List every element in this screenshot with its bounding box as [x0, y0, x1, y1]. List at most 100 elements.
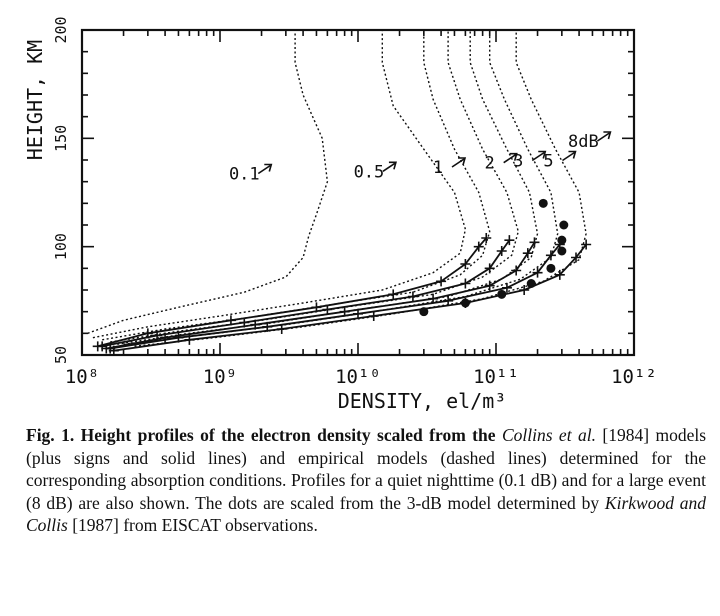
curve-label: 5 — [543, 152, 553, 172]
dashed-profile-1 — [92, 30, 467, 339]
plus-marker — [501, 282, 512, 293]
dots-layer — [419, 198, 569, 317]
curve-labels: 0.1 0.5 1 2 3 5 8dB — [229, 131, 612, 185]
curve-label-arrow — [531, 151, 545, 162]
curve-label-arrow — [382, 162, 396, 172]
dashed-profile-0 — [87, 30, 329, 334]
curve-label: 1 — [433, 158, 443, 178]
y-tick-label: 150 — [52, 125, 70, 152]
plus-marker — [184, 334, 195, 345]
x-tick-label: 10¹⁰ — [335, 366, 381, 388]
plus-marker — [554, 269, 565, 280]
plus-marker — [581, 239, 592, 250]
plus-marker — [311, 302, 322, 313]
plus-marker — [322, 304, 333, 315]
plus-marker — [142, 328, 153, 339]
curve-label: 0.5 — [354, 162, 385, 182]
curve-label-arrow — [596, 132, 610, 142]
y-tick-label: 200 — [52, 16, 70, 43]
plus-marker — [473, 241, 484, 252]
eiscat-dot — [559, 220, 569, 230]
y-tick-label: 50 — [52, 346, 70, 364]
tick-labels: 10⁸ 10⁹ 10¹⁰ 10¹¹ 10¹² 50 100 150 200 — [52, 16, 657, 388]
dashed-profile-3 — [110, 30, 519, 343]
plus-marker — [225, 315, 236, 326]
curve-label-arrow — [503, 154, 517, 164]
curve-label-arrowhead — [538, 150, 547, 159]
plus-marker — [152, 330, 163, 341]
curve-label-arrowhead — [509, 152, 518, 161]
caption-authors-2: Kirkwood and Collis — [26, 492, 706, 536]
curve-label-arrow — [451, 158, 465, 168]
figure-caption: Fig. 1. Height profiles of the electron … — [26, 424, 706, 537]
curve-label-arrowhead — [603, 131, 612, 140]
curve-label-arrow — [257, 164, 271, 175]
plus-marker — [388, 289, 399, 300]
plus-marker — [239, 317, 250, 328]
plus-marker — [532, 267, 543, 278]
plus-marker — [428, 293, 439, 304]
plus-marker — [97, 341, 108, 352]
curve-label: 8dB — [568, 132, 599, 152]
x-axis-label: DENSITY, el/m³ — [338, 389, 507, 413]
curve-label-arrowhead — [568, 150, 577, 159]
dashed-profile-2 — [102, 30, 491, 341]
plus-marker — [407, 291, 418, 302]
dashed-profile-4 — [117, 30, 539, 345]
x-tick-label: 10¹² — [611, 366, 657, 388]
curve-label-arrowhead — [264, 163, 273, 172]
eiscat-dot — [538, 198, 548, 208]
plus-marker — [173, 332, 184, 343]
x-tick-label: 10⁸ — [65, 366, 99, 388]
plot-border — [80, 28, 636, 357]
plus-marker — [496, 246, 507, 256]
plus-marker — [529, 237, 540, 248]
plus-marker — [443, 295, 454, 306]
plus-marker — [368, 311, 379, 321]
plus-marker — [276, 324, 287, 334]
plus-marker — [511, 265, 522, 276]
plus-marker — [353, 308, 363, 319]
eiscat-dot — [557, 246, 567, 256]
eiscat-dot — [419, 307, 429, 317]
plus-marker — [519, 285, 530, 295]
caption-text-2: [1987] from EISCAT observations. — [67, 515, 318, 535]
caption-lead: Fig. 1. Height profiles of the electron … — [26, 425, 496, 445]
curve-label-arrow — [562, 151, 575, 162]
plus-marker — [504, 235, 515, 246]
plus-marker — [262, 321, 273, 332]
plus-marker — [250, 319, 261, 330]
y-tick-label: 100 — [52, 233, 70, 260]
plot-frame — [80, 28, 636, 357]
curve-label-arrowhead — [388, 161, 397, 170]
eiscat-dot — [526, 279, 536, 288]
markers-layer — [92, 233, 592, 356]
curve-label: 2 — [485, 154, 495, 174]
density-height-chart: 0.1 0.5 1 2 3 5 8dB 10⁸ 10⁹ 10¹⁰ 10¹¹ 10¹² 50 100 150… — [23, 16, 657, 413]
curve-label: 3 — [513, 152, 523, 172]
x-tick-label: 10¹¹ — [473, 366, 519, 388]
plus-marker — [436, 276, 447, 287]
x-tick-label: 10⁹ — [203, 366, 237, 388]
series-layer — [87, 30, 587, 352]
eiscat-dot — [497, 289, 507, 299]
plus-marker — [571, 252, 582, 263]
eiscat-dot — [460, 298, 470, 308]
plus-marker — [108, 345, 119, 356]
plus-marker — [339, 306, 350, 317]
plus-marker — [522, 248, 533, 259]
plus-marker — [160, 332, 171, 343]
eiscat-dot — [557, 235, 567, 245]
plus-marker — [460, 278, 471, 289]
plus-marker — [484, 280, 495, 291]
dashed-profile-6 — [134, 30, 587, 347]
eiscat-dot — [546, 263, 556, 273]
curve-label-arrowhead — [458, 157, 467, 166]
caption-authors-1: Collins et al. — [501, 425, 596, 445]
caption-text-1: [1984] models (plus signs and solid line… — [26, 425, 707, 513]
curve-label: 0.1 — [229, 165, 260, 185]
plus-marker — [481, 233, 492, 243]
y-axis-label: HEIGHT, KM — [23, 40, 47, 160]
plus-marker — [545, 250, 556, 261]
plus-marker — [460, 259, 471, 269]
